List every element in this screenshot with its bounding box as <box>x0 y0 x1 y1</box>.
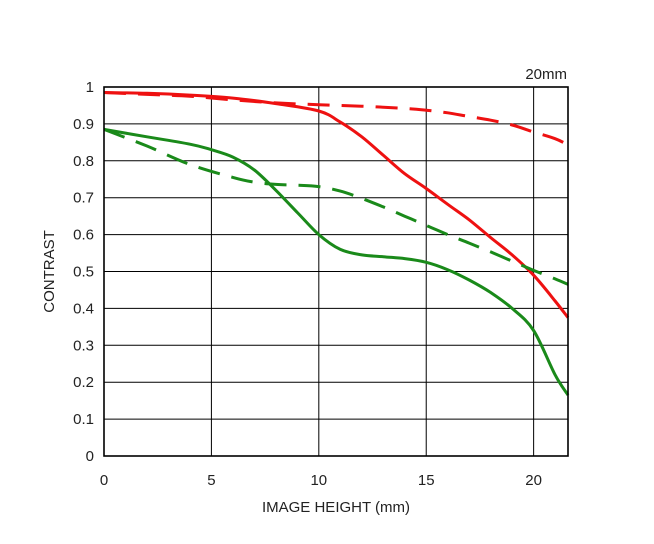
x-tick-label: 15 <box>418 472 435 489</box>
y-tick-label: 0.1 <box>73 411 94 428</box>
focal-length-label: 20mm <box>525 66 567 83</box>
x-axis-title: IMAGE HEIGHT (mm) <box>262 499 410 516</box>
y-tick-label: 0.6 <box>73 227 94 244</box>
y-axis-title: CONTRAST <box>41 230 58 313</box>
plot-frame <box>103 86 569 457</box>
y-tick-label: 0.2 <box>73 374 94 391</box>
dashed-series-line-3 <box>103 128 569 286</box>
y-tick-label: 0.4 <box>73 300 94 317</box>
dashed-series-line-1 <box>103 91 569 147</box>
x-tick-labels: 0 5 10 15 20 <box>100 472 542 489</box>
x-tick-label: 0 <box>100 472 108 489</box>
y-tick-label: 0.8 <box>73 153 94 170</box>
y-tick-label: 0.3 <box>73 337 94 354</box>
y-tick-labels: 0 0.1 0.2 0.3 0.4 0.5 0.6 0.7 0.8 0.9 1 <box>73 79 94 465</box>
y-tick-label: 0.5 <box>73 264 94 281</box>
series-layer <box>103 91 570 396</box>
x-tick-label: 20 <box>525 472 542 489</box>
y-tick-label: 0.7 <box>73 190 94 207</box>
solid-series-line-2 <box>103 127 570 396</box>
x-tick-label: 10 <box>310 472 327 489</box>
x-tick-label: 5 <box>207 472 215 489</box>
y-tick-label: 0.9 <box>73 116 94 133</box>
y-tick-label: 0 <box>86 448 94 465</box>
solid-series-line-0 <box>103 91 570 319</box>
y-tick-label: 1 <box>86 79 94 96</box>
